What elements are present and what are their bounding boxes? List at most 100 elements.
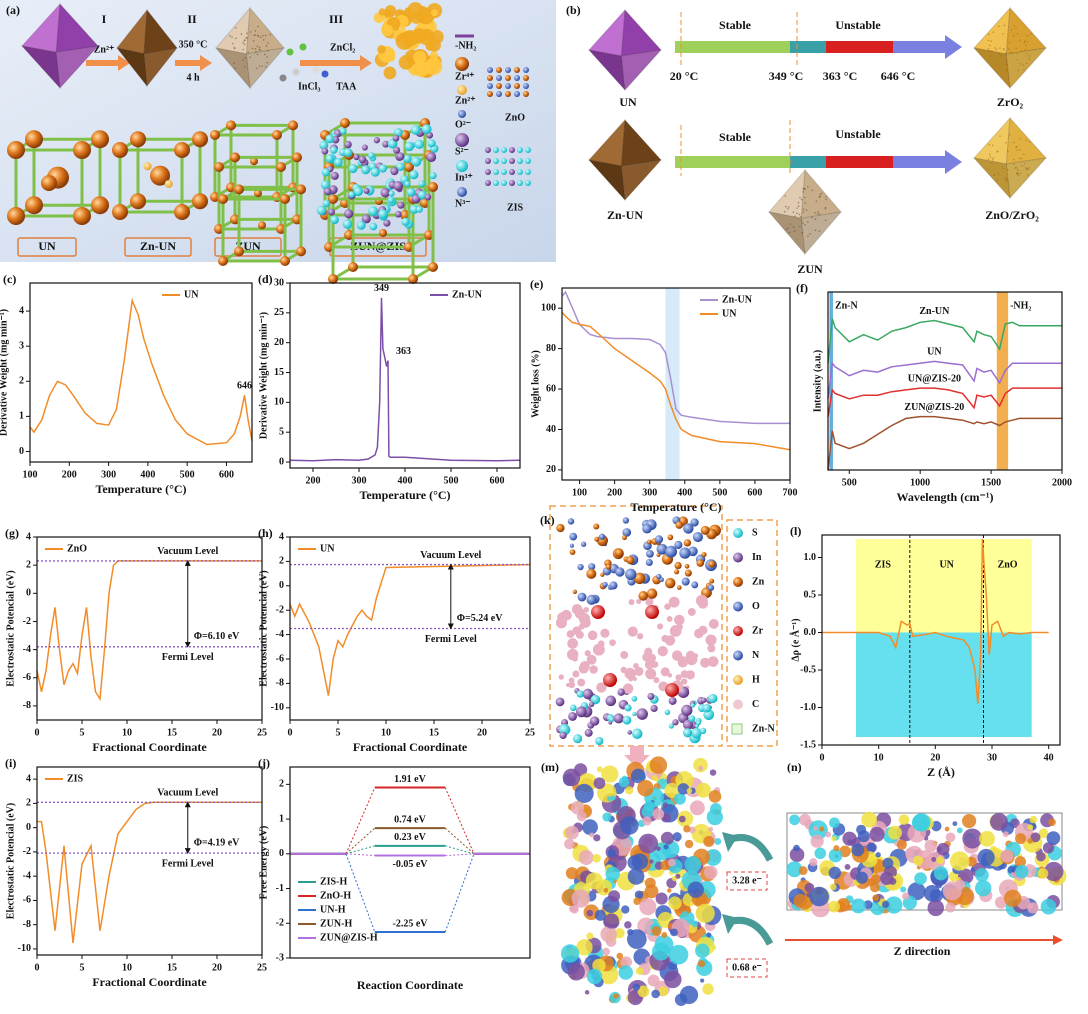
y-tick-label: -4: [276, 629, 284, 640]
lattice-atom: [417, 190, 427, 200]
panel-label: (a): [6, 3, 20, 17]
density-blob: [933, 866, 948, 881]
texture: [1003, 24, 1006, 27]
lattice-atom: [369, 222, 378, 231]
x-tick-label: 600: [747, 487, 762, 498]
atom: [591, 605, 605, 619]
texture: [819, 193, 822, 196]
x-tick-label: 200: [62, 469, 77, 480]
lattice-atom: [358, 155, 367, 164]
y-axis-title: Δρ (e Å⁻¹): [789, 618, 801, 661]
octahedron-shade: [589, 50, 625, 90]
density-blob: [589, 832, 595, 838]
atom: [580, 541, 587, 547]
lattice-atom: [174, 142, 190, 158]
density-blob: [1027, 824, 1034, 831]
atom: [664, 577, 676, 589]
density-blob: [829, 883, 837, 891]
energy-connector: [345, 787, 376, 855]
crystal-atom: [517, 147, 523, 153]
band-label: -NH₂: [1010, 300, 1031, 311]
stage-bar: [893, 35, 962, 59]
y-axis-title: Free Energy (eV): [258, 826, 269, 900]
density-blob: [570, 800, 585, 815]
texture: [1008, 48, 1010, 51]
texture: [997, 173, 1000, 175]
atom: [654, 535, 664, 544]
texture: [991, 50, 993, 52]
texture: [811, 216, 813, 219]
frame: [786, 812, 1063, 911]
x-tick-label: 5: [336, 727, 341, 738]
texture: [988, 50, 991, 53]
work-function: Φ=5.24 eV: [457, 613, 503, 624]
lattice-atom: [404, 141, 414, 152]
density-blob: [565, 825, 579, 840]
density-blob: [1042, 842, 1055, 854]
material-label: UN: [619, 95, 637, 109]
texture: [1026, 53, 1028, 55]
atom: [577, 563, 584, 571]
x-axis-title: Wavelength (cm⁻¹): [897, 490, 994, 504]
atom: [675, 521, 684, 529]
density-blob: [1000, 849, 1014, 863]
octahedron-face: [1005, 47, 1048, 90]
density-blob: [642, 816, 652, 826]
density-blob: [586, 932, 594, 940]
crystal-atom: [487, 91, 493, 97]
value-label: 0.74 eV: [394, 814, 426, 825]
crystal-atom: [505, 83, 511, 89]
atom: [664, 709, 671, 716]
texture: [996, 150, 999, 153]
texture: [991, 144, 994, 147]
density-blob: [945, 902, 956, 913]
lattice-atom: [218, 256, 228, 266]
texture: [802, 211, 804, 213]
octahedron-shade: [1006, 48, 1046, 88]
density-blob: [600, 925, 617, 943]
texture: [1028, 140, 1031, 143]
y-tick-label: 4: [19, 305, 24, 316]
series-line: [37, 801, 262, 943]
atom: [598, 533, 606, 540]
x-tick-label: 200: [607, 487, 622, 498]
atom: [668, 696, 677, 705]
x-tick-label: 500: [444, 475, 459, 486]
texture: [1008, 41, 1011, 44]
y-tick-label: -10: [18, 943, 31, 954]
y-tick-label: 4: [279, 531, 284, 542]
lattice-atom: [404, 162, 414, 172]
y-tick-label: 5: [279, 426, 284, 437]
atom: [665, 683, 679, 697]
lattice-atom: [328, 274, 338, 284]
crystal-flake: [429, 51, 438, 60]
region-label: ZIS: [875, 559, 892, 570]
density-blob: [1002, 831, 1009, 838]
density-blob: [881, 900, 890, 908]
texture: [807, 221, 809, 223]
stage-bar: [893, 150, 962, 174]
atom: [707, 644, 716, 653]
legend-label: ZUN@ZIS-H: [320, 932, 378, 943]
legend-label: S: [752, 527, 758, 538]
texture: [1002, 48, 1005, 50]
atom: [668, 596, 680, 608]
lattice-atom: [401, 217, 410, 226]
texture: [785, 228, 788, 230]
lattice-atom: [387, 196, 395, 204]
octahedron-face: [973, 116, 1011, 165]
y-tick-label: -0.5: [800, 664, 816, 675]
energy-connector: [444, 787, 475, 855]
crystal-atom: [514, 75, 520, 81]
density-blob: [1038, 828, 1049, 839]
texture: [802, 208, 805, 210]
texture: [824, 207, 827, 210]
panel-label: (i): [5, 756, 16, 770]
lattice-atom: [343, 148, 353, 157]
texture: [998, 52, 1001, 55]
texture: [251, 47, 254, 50]
density-blob: [1010, 872, 1015, 877]
axis-label: Z direction: [894, 944, 951, 958]
charge-box: [726, 871, 768, 891]
texture: [794, 215, 796, 217]
